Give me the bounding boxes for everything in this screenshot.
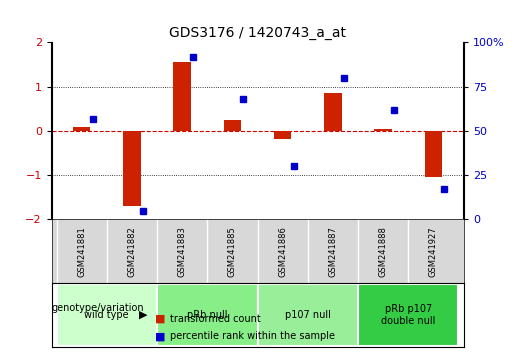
Text: pRb null: pRb null (187, 310, 228, 320)
FancyBboxPatch shape (157, 285, 258, 346)
Bar (224, 120, 241, 131)
Text: ■: ■ (154, 314, 165, 324)
Text: percentile rank within the sample: percentile rank within the sample (170, 331, 335, 341)
Text: GSM241886: GSM241886 (278, 226, 287, 277)
Title: GDS3176 / 1420743_a_at: GDS3176 / 1420743_a_at (169, 26, 346, 40)
Text: GSM241888: GSM241888 (379, 226, 388, 277)
Bar (123, 131, 141, 206)
Text: GSM241883: GSM241883 (178, 226, 186, 277)
Text: p107 null: p107 null (285, 310, 331, 320)
Text: ▶: ▶ (139, 310, 148, 320)
Bar (274, 131, 291, 139)
Text: GSM241881: GSM241881 (77, 226, 86, 277)
Bar (374, 129, 392, 131)
Text: ■: ■ (154, 331, 165, 341)
Text: transformed count: transformed count (170, 314, 261, 324)
Bar (324, 93, 341, 131)
Text: pRb p107
double null: pRb p107 double null (381, 304, 435, 326)
Text: GSM241927: GSM241927 (429, 226, 438, 277)
FancyBboxPatch shape (57, 285, 157, 346)
Text: GSM241882: GSM241882 (127, 226, 136, 277)
Text: genotype/variation: genotype/variation (52, 303, 144, 313)
Bar (174, 62, 191, 131)
FancyBboxPatch shape (258, 285, 358, 346)
Bar (73, 127, 91, 131)
Text: wild type: wild type (84, 310, 129, 320)
Bar (424, 131, 442, 177)
FancyBboxPatch shape (358, 285, 458, 346)
Text: GSM241885: GSM241885 (228, 226, 237, 277)
Text: GSM241887: GSM241887 (329, 226, 337, 277)
